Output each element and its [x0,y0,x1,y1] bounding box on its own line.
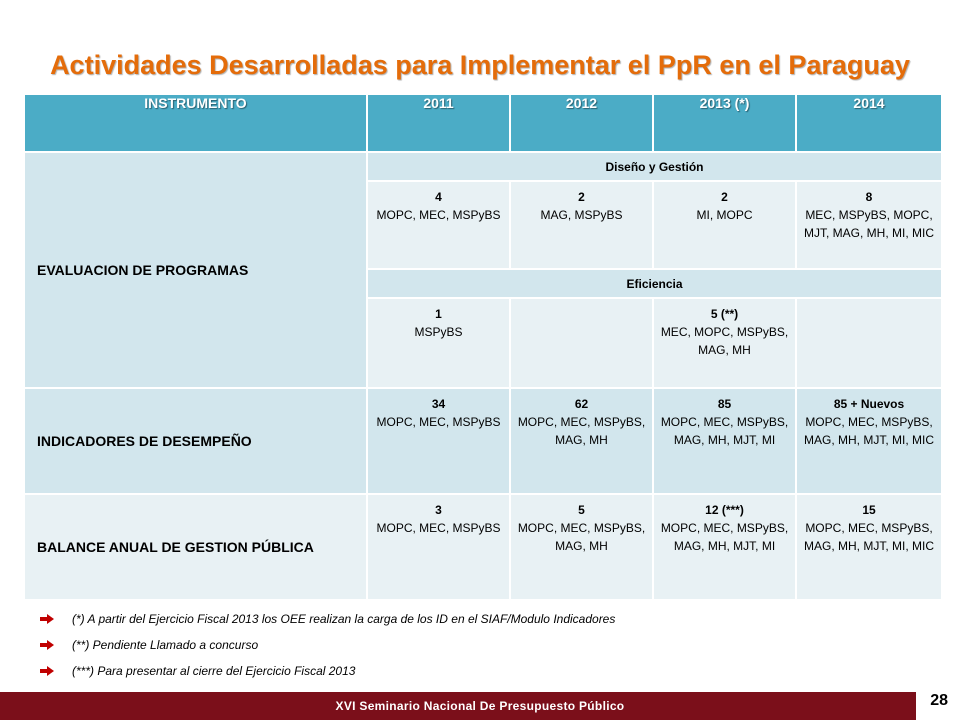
row-label-indicadores: INDICADORES DE DESEMPEÑO [24,388,367,494]
table-cell: 3 MOPC, MEC, MSPyBS [367,494,510,600]
table-cell: 5 MOPC, MEC, MSPyBS, MAG, MH [510,494,653,600]
table-cell: 8 MEC, MSPyBS, MOPC, MJT, MAG, MH, MI, MI… [796,181,942,269]
slide-title: Actividades Desarrolladas para Implement… [50,50,910,80]
subheader-eficiencia: Eficiencia [367,269,942,298]
header-2011: 2011 [367,94,510,152]
table-cell: 34 MOPC, MEC, MSPyBS [367,388,510,494]
arrow-bullet-icon [40,614,54,624]
table-cell: 85 + Nuevos MOPC, MEC, MSPyBS, MAG, MH, M… [796,388,942,494]
table-cell: 62 MOPC, MEC, MSPyBS, MAG, MH [510,388,653,494]
table-row: 4 MOPC, MEC, MSPyBS 2 MAG, MSPyBS 2 MI, MOP… [24,181,942,269]
page-number: 28 [930,692,948,709]
row-label-evaluacion: EVALUACION DE PROGRAMAS [24,152,367,388]
footnote-text: (***) Para presentar al cierre del Ejerc… [72,664,356,678]
table-cell: 4 MOPC, MEC, MSPyBS [367,181,510,269]
footnotes: (*) A partir del Ejercicio Fiscal 2013 l… [40,606,615,684]
activities-table: INSTRUMENTO 2011 2012 2013 (*) 2014 EVAL… [24,94,942,600]
footer-text: XVI Seminario Nacional De Presupuesto Pú… [335,699,625,713]
footnote-text: (**) Pendiente Llamado a concurso [72,638,259,652]
table-cell: 2 MI, MOPC [653,181,796,269]
table-header-row: INSTRUMENTO 2011 2012 2013 (*) 2014 [24,94,942,152]
footnote-item: (***) Para presentar al cierre del Ejerc… [40,658,615,684]
table-cell: 5 (**) MEC, MOPC, MSPyBS, MAG, MH [653,298,796,388]
subheader-diseno: Diseño y Gestión [367,152,942,181]
table-row: BALANCE ANUAL DE GESTION PÚBLICA 3 MOPC, … [24,494,942,600]
table-cell: 1 MSPyBS [367,298,510,388]
header-2012: 2012 [510,94,653,152]
table-cell: 85 MOPC, MEC, MSPyBS, MAG, MH, MJT, MI [653,388,796,494]
table-cell [796,298,942,388]
row-label-balance: BALANCE ANUAL DE GESTION PÚBLICA [24,494,367,600]
arrow-bullet-icon [40,666,54,676]
table-cell: 2 MAG, MSPyBS [510,181,653,269]
table-row: INDICADORES DE DESEMPEÑO 34 MOPC, MEC, MS… [24,388,942,494]
table-row: EVALUACION DE PROGRAMAS Diseño y Gestión [24,152,942,388]
table-row: Eficiencia [24,269,942,298]
header-instrumento: INSTRUMENTO [24,94,367,152]
page-number-box [916,692,960,720]
footnote-text: (*) A partir del Ejercicio Fiscal 2013 l… [72,612,616,626]
table-row: 1 MSPyBS 5 (**) MEC, MOPC, MSPyBS, MAG, MH [24,298,942,388]
table-cell [510,298,653,388]
header-2014: 2014 [796,94,942,152]
table-cell: 12 (***) MOPC, MEC, MSPyBS, MAG, MH, MJT,… [653,494,796,600]
table-cell: 15 MOPC, MEC, MSPyBS, MAG, MH, MJT, MI, M… [796,494,942,600]
footnote-item: (**) Pendiente Llamado a concurso [40,632,615,658]
footnote-item: (*) A partir del Ejercicio Fiscal 2013 l… [40,606,615,632]
header-2013: 2013 (*) [653,94,796,152]
footer-bar: XVI Seminario Nacional De Presupuesto Pú… [0,692,960,720]
arrow-bullet-icon [40,640,54,650]
